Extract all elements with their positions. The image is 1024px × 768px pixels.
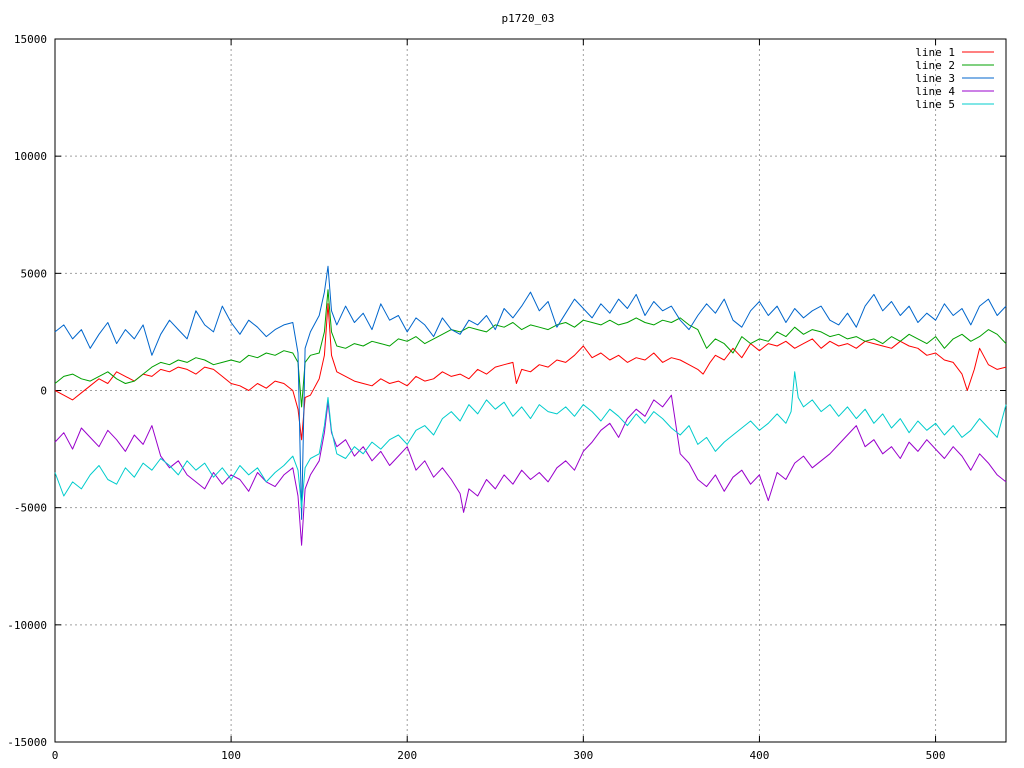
chart-title: p1720_03 <box>502 12 555 25</box>
x-tick-label: 400 <box>750 749 770 762</box>
series-line-4 <box>54 394 1007 546</box>
series-line-2 <box>54 289 1007 408</box>
y-tick-label: 0 <box>40 385 47 398</box>
grid <box>55 39 1006 742</box>
y-tick-label: 5000 <box>21 267 48 280</box>
axes: 0 100 200 300 400 500 -15000 -10000 -5000 0 5000 10… <box>7 33 1007 762</box>
y-tick-label: 10000 <box>14 150 47 163</box>
legend-label-4: line 4 <box>915 85 955 98</box>
x-tick-label: 0 <box>52 749 59 762</box>
legend-label-1: line 1 <box>915 46 955 59</box>
legend-label-2: line 2 <box>915 59 955 72</box>
series-line-3 <box>54 265 1007 520</box>
y-tick-label: -15000 <box>7 736 47 749</box>
legend-label-5: line 5 <box>915 98 955 111</box>
x-tick-label: 300 <box>573 749 593 762</box>
y-tick-label: 15000 <box>14 33 47 46</box>
y-tick-label: -10000 <box>7 619 47 632</box>
x-tick-label: 200 <box>397 749 417 762</box>
x-tick-label: 500 <box>926 749 946 762</box>
series-line-1 <box>54 303 1007 441</box>
legend-label-3: line 3 <box>915 72 955 85</box>
series-line-5 <box>54 371 1007 509</box>
x-tick-label: 100 <box>221 749 241 762</box>
y-tick-label: -5000 <box>14 502 47 515</box>
series-lines <box>54 265 1007 546</box>
